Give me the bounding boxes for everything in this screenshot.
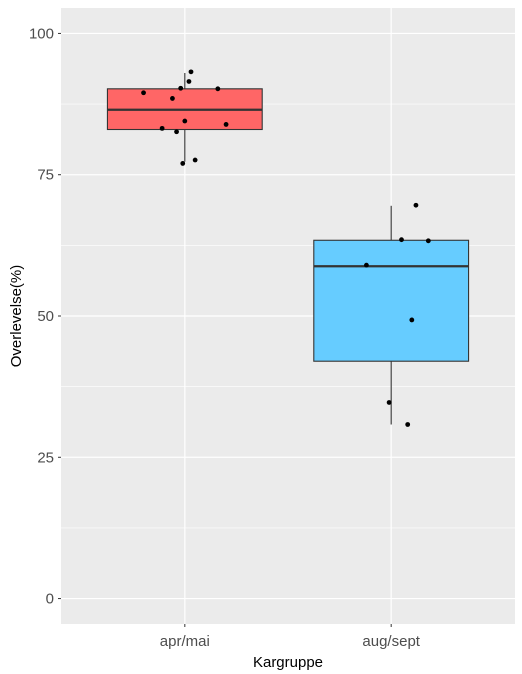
data-point — [215, 86, 221, 92]
data-point — [405, 422, 411, 427]
y-tick-label: 100 — [29, 25, 54, 42]
data-point — [192, 157, 198, 163]
data-point — [174, 129, 179, 135]
data-point — [178, 85, 184, 91]
data-point — [364, 262, 369, 268]
y-axis-title: Overlevelse(%) — [8, 265, 25, 368]
data-point — [186, 79, 192, 84]
y-tick-label: 25 — [37, 449, 54, 466]
data-point — [413, 202, 419, 208]
data-point — [182, 118, 188, 124]
data-point — [170, 96, 175, 101]
y-tick-label: 0 — [46, 591, 54, 608]
data-point — [399, 237, 404, 243]
data-point — [180, 161, 186, 166]
data-point — [188, 69, 194, 75]
box-iqr — [313, 239, 470, 362]
x-axis: apr/mai aug/sept — [160, 624, 421, 650]
data-point — [425, 238, 431, 244]
data-point — [141, 90, 146, 96]
box-group — [106, 69, 263, 166]
boxes-layer — [106, 69, 470, 427]
x-axis-title: Kargruppe — [253, 654, 323, 671]
box-group — [313, 202, 470, 427]
data-point — [386, 400, 392, 405]
data-point — [409, 317, 415, 323]
x-tick-label: aug/sept — [362, 633, 420, 650]
y-tick-label: 50 — [37, 308, 54, 325]
y-tick-label: 75 — [37, 167, 54, 184]
y-axis: 0 25 50 75 100 — [29, 25, 61, 608]
data-point — [159, 125, 165, 131]
x-tick-label: apr/mai — [160, 633, 210, 650]
data-point — [223, 122, 229, 127]
